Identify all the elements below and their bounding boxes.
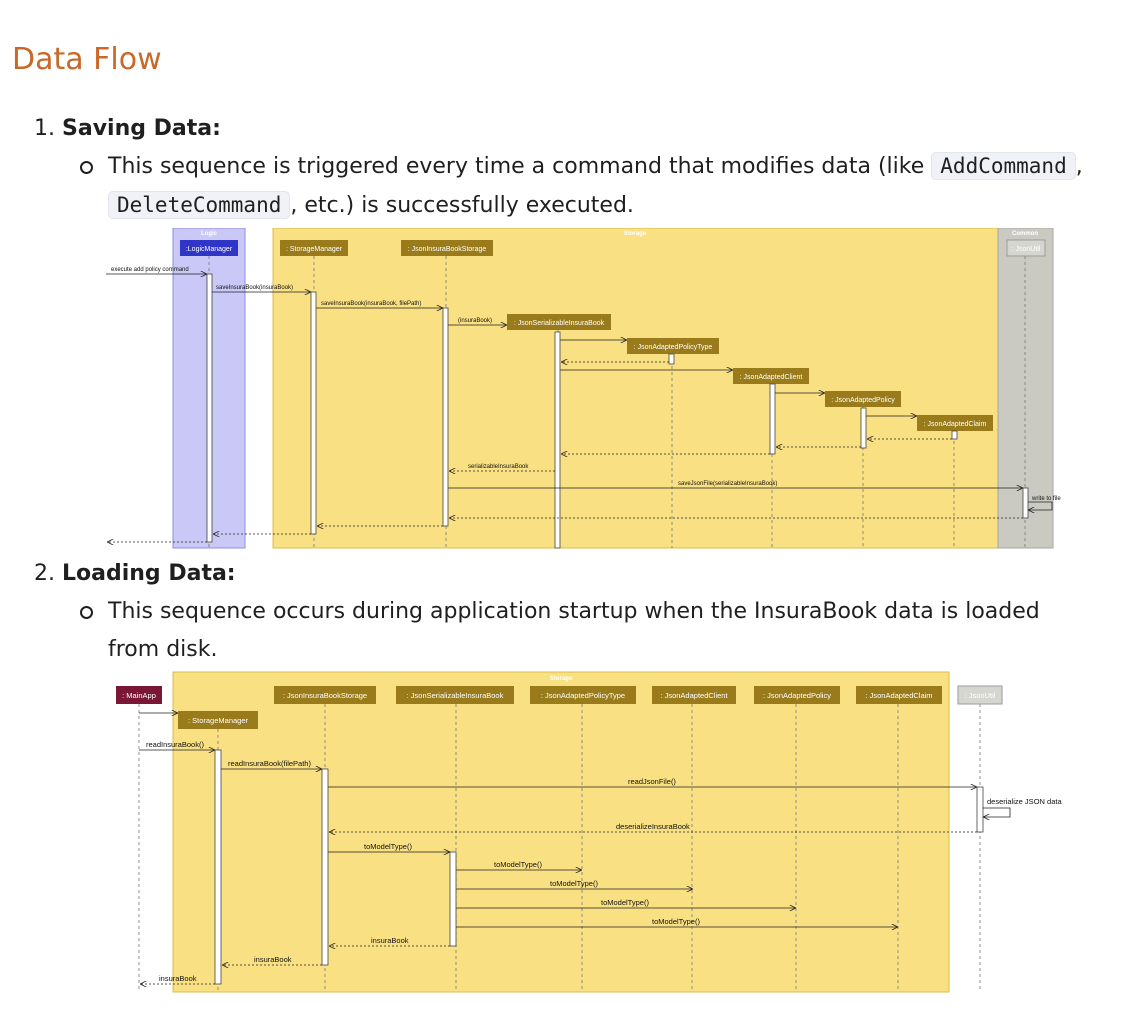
loading-description-line1: This sequence occurs during application … — [108, 599, 1040, 624]
svg-text:: JsonAdaptedPolicy: : JsonAdaptedPolicy — [763, 691, 831, 700]
svg-text:: JsonSerializableInsuraBook: : JsonSerializableInsuraBook — [514, 320, 605, 327]
saving-title: Saving Data: — [62, 116, 221, 141]
saving-description-line2: DeleteCommand, etc.) is successfully exe… — [108, 191, 634, 219]
msg-tomodeltype-1: toModelType() — [364, 842, 412, 851]
msg-deserializeinsurabook: deserializeInsuraBook — [616, 822, 690, 831]
msg-tomodeltype-3: toModelType() — [550, 879, 598, 888]
msg-write-to-file: write to file — [1031, 496, 1061, 502]
participant-jsoninsurabookstorage — [401, 240, 493, 256]
deletecommand-code: DeleteCommand — [108, 191, 291, 219]
saving-description-line1: This sequence is triggered every time a … — [108, 152, 1083, 180]
participant-jsonserializableinsurabook — [396, 686, 514, 704]
svg-text:: JsonSerializableInsuraBook: : JsonSerializableInsuraBook — [407, 691, 504, 700]
msg-tomodeltype-5: toModelType() — [652, 917, 700, 926]
svg-text:: JsonAdaptedClient: : JsonAdaptedClient — [660, 691, 728, 700]
msg-return-insurabook-2: insuraBook — [254, 955, 292, 964]
saving-number: 1. — [34, 116, 55, 141]
participant-jsonadaptedpolicy — [754, 686, 840, 704]
msg-savejsonfile: saveJsonFile(serializableInsuraBook) — [678, 481, 777, 487]
loading-sequence-diagram: Storage : MainApp : StorageManager : Jso… — [116, 671, 1062, 993]
bullet-icon — [80, 606, 93, 619]
svg-text:: MainApp: : MainApp — [122, 691, 156, 700]
msg-readinsurabook: readInsuraBook() — [146, 740, 204, 749]
participant-jsonadaptedclaim — [856, 686, 942, 704]
section-heading: Data Flow — [12, 42, 162, 77]
msg-execute-command: execute add policy command — [111, 267, 189, 273]
participant-logicmanager — [180, 240, 238, 256]
participant-jsonutil — [957, 685, 1003, 705]
svg-text:: JsonAdaptedPolicy: : JsonAdaptedPolicy — [831, 397, 895, 404]
msg-create-serializable: (insuraBook) — [458, 318, 492, 324]
loading-item: 2. Loading Data: — [34, 561, 236, 586]
participant-mainapp — [116, 686, 162, 704]
bullet-icon — [80, 161, 93, 174]
storage-group-box — [272, 228, 999, 549]
svg-text:: JsonAdaptedPolicyType: : JsonAdaptedPolicyType — [541, 691, 625, 700]
addcommand-code: AddCommand — [931, 152, 1076, 180]
logic-group-label: Logic — [201, 231, 218, 237]
msg-tomodeltype-4: toModelType() — [601, 898, 649, 907]
participant-storagemanager — [178, 711, 258, 729]
svg-text:: JsonAdaptedClaim: : JsonAdaptedClaim — [865, 691, 932, 700]
msg-saveinsurabook: saveInsuraBook(insuraBook) — [216, 285, 293, 291]
svg-text:: JsonAdaptedClaim: : JsonAdaptedClaim — [924, 421, 987, 428]
svg-text:: StorageManager: : StorageManager — [286, 246, 343, 253]
common-group-label: Common — [1012, 231, 1038, 237]
msg-readinsurabook-filepath: readInsuraBook(filePath) — [228, 759, 311, 768]
participant-jsonutil — [1006, 239, 1046, 257]
storage-group-label: Storage — [550, 676, 573, 682]
svg-text:: JsonUtil: : JsonUtil — [965, 691, 996, 700]
participant-jsoninsurabookstorage — [274, 686, 376, 704]
svg-text:: JsonInsuraBookStorage: : JsonInsuraBookStorage — [408, 246, 487, 253]
msg-deserialize-json: deserialize JSON data — [987, 797, 1062, 806]
svg-text:: JsonUtil: : JsonUtil — [1012, 246, 1041, 253]
saving-sequence-diagram: Logic Storage Common :LogicManager : Sto… — [106, 228, 1061, 549]
participant-jsonadaptedpolicytype — [627, 338, 719, 354]
msg-readjsonfile: readJsonFile() — [628, 777, 676, 786]
participant-jsonadaptedpolicy — [825, 391, 901, 407]
msg-return-insurabook-1: insuraBook — [371, 936, 409, 945]
svg-text:: JsonAdaptedPolicyType: : JsonAdaptedPolicyType — [634, 344, 713, 351]
storage-group-label: Storage — [624, 231, 647, 237]
loading-description-line2: from disk. — [108, 637, 218, 662]
msg-saveinsurabook-filepath: saveInsuraBook(insuraBook, filePath) — [321, 301, 421, 307]
svg-text:: JsonInsuraBookStorage: : JsonInsuraBookStorage — [283, 691, 367, 700]
participant-storagemanager — [280, 240, 348, 256]
participant-jsonadaptedclient — [652, 686, 736, 704]
msg-return-serializable: serializableInsuraBook — [468, 464, 529, 470]
svg-text:: JsonAdaptedClient: : JsonAdaptedClient — [740, 374, 803, 381]
msg-tomodeltype-2: toModelType() — [494, 860, 542, 869]
msg-return-insurabook-3: insuraBook — [159, 974, 197, 983]
svg-text::LogicManager: :LogicManager — [186, 246, 233, 253]
svg-text:: StorageManager: : StorageManager — [188, 716, 249, 725]
saving-item: 1. Saving Data: — [34, 116, 221, 141]
participant-jsonserializableinsurabook — [507, 314, 611, 330]
participant-jsonadaptedpolicytype — [530, 686, 636, 704]
loading-title: Loading Data: — [62, 561, 236, 586]
loading-number: 2. — [34, 561, 55, 586]
participant-jsonadaptedclient — [733, 368, 809, 384]
participant-jsonadaptedclaim — [917, 415, 993, 431]
